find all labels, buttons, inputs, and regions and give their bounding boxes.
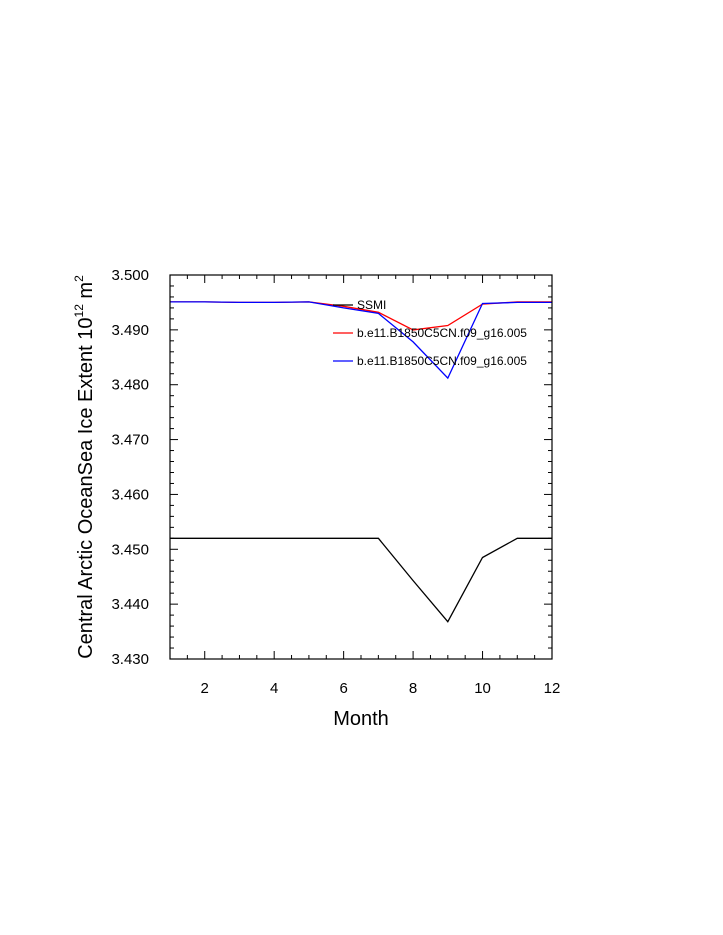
y-tick-label: 3.460: [111, 486, 149, 503]
y-axis-title: Central Arctic OceanSea Ice Extent 1012 …: [72, 275, 97, 659]
y-tick-label: 3.450: [111, 541, 149, 558]
y-axis-title-main: Central Arctic OceanSea Ice Extent 10: [75, 317, 97, 658]
x-tick-label: 8: [409, 680, 417, 697]
y-tick-label: 3.470: [111, 432, 149, 449]
y-tick-label: 3.500: [111, 267, 149, 284]
y-axis-title-unit: m: [75, 282, 97, 304]
tick-layer: [169, 274, 553, 660]
series-line: [170, 301, 552, 380]
x-tick-label: 6: [339, 680, 347, 697]
y-axis-title-unit-exponent: 2: [72, 275, 86, 282]
x-tick-label: 12: [544, 680, 561, 697]
series-layer: [170, 301, 552, 623]
legend-label: SSMI: [357, 298, 386, 312]
y-axis-title-exponent: 12: [72, 304, 86, 318]
x-tick-label: 2: [201, 680, 209, 697]
legend-label: b.e11.B1850C5CN.f09_g16.005: [357, 354, 527, 368]
y-tick-label: 3.480: [111, 377, 149, 394]
y-tick-label: 3.440: [111, 596, 149, 613]
legend: SSMI b.e11.B1850C5CN.f09_g16.005 b.e11.B18…: [333, 298, 527, 368]
tick-label-layer: 2 4 6 8 10 12 3.430 3.440 3.450 3.460 3.470 3.480 3.…: [111, 267, 560, 697]
y-tick-label: 3.430: [111, 651, 149, 668]
x-tick-label: 4: [270, 680, 278, 697]
y-tick-label: 3.490: [111, 322, 149, 339]
series-line: [170, 537, 552, 623]
x-tick-label: 10: [474, 680, 491, 697]
legend-label: b.e11.B1850C5CN.f09_g16.005: [357, 326, 527, 340]
x-axis-title: Month: [333, 708, 389, 730]
